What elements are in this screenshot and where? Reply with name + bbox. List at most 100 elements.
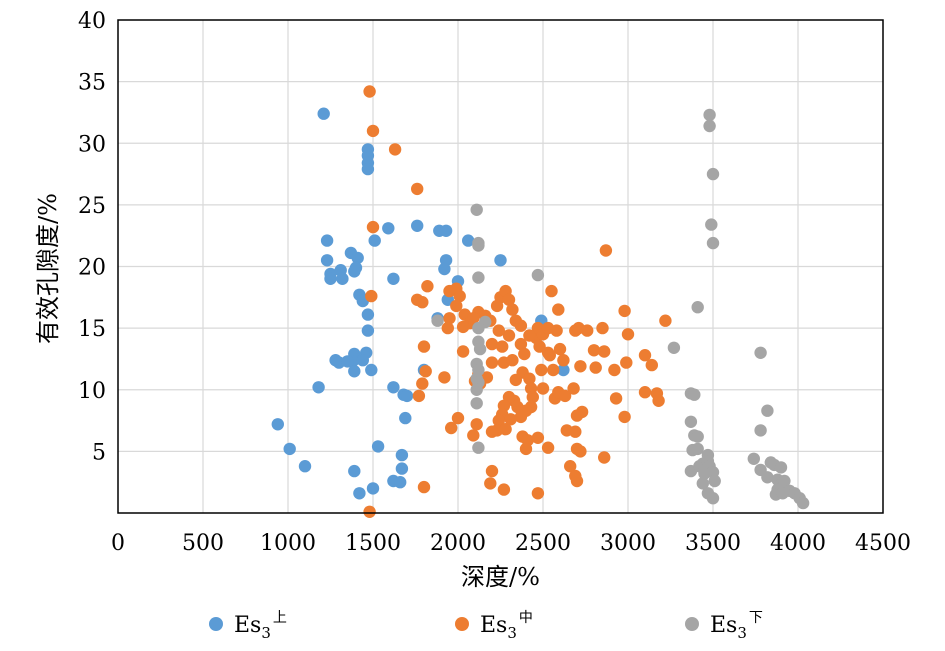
x-tick-label: 3500 bbox=[685, 531, 741, 556]
series-3 bbox=[431, 108, 810, 510]
data-point bbox=[451, 411, 465, 425]
data-point bbox=[416, 377, 429, 390]
data-point bbox=[348, 365, 361, 378]
data-point bbox=[618, 410, 631, 424]
y-tick-label: 20 bbox=[78, 256, 106, 281]
data-point bbox=[470, 418, 483, 431]
data-point bbox=[456, 320, 470, 334]
data-point bbox=[523, 372, 536, 385]
data-point bbox=[485, 356, 499, 369]
series-2 bbox=[363, 85, 672, 518]
data-point bbox=[621, 328, 635, 341]
data-point bbox=[553, 342, 567, 356]
data-point bbox=[366, 220, 380, 234]
data-point bbox=[443, 312, 456, 325]
data-point bbox=[541, 441, 555, 454]
data-point bbox=[394, 476, 407, 489]
data-point bbox=[531, 431, 545, 444]
data-point bbox=[366, 124, 380, 138]
data-point bbox=[581, 324, 594, 337]
data-point bbox=[387, 272, 400, 285]
data-point bbox=[497, 483, 511, 496]
data-point bbox=[747, 452, 760, 465]
legend-label: Es3中 bbox=[480, 610, 533, 642]
data-points bbox=[271, 85, 810, 518]
data-point bbox=[388, 143, 402, 156]
data-point bbox=[496, 340, 509, 353]
data-point bbox=[485, 464, 499, 478]
legend-marker bbox=[685, 617, 699, 631]
data-point bbox=[365, 363, 378, 377]
data-point bbox=[387, 381, 400, 394]
y-tick-label: 35 bbox=[78, 71, 106, 96]
data-point bbox=[395, 448, 409, 462]
data-point bbox=[547, 363, 560, 377]
data-point bbox=[778, 474, 791, 488]
data-point bbox=[456, 345, 470, 358]
data-point bbox=[703, 108, 716, 122]
data-point bbox=[754, 424, 767, 437]
data-point bbox=[708, 474, 721, 488]
data-point bbox=[567, 382, 580, 395]
data-point bbox=[706, 167, 720, 181]
data-point bbox=[320, 234, 334, 247]
data-point bbox=[552, 303, 565, 316]
data-point bbox=[514, 410, 528, 424]
data-point bbox=[638, 386, 652, 399]
data-point bbox=[371, 440, 385, 453]
legend-marker bbox=[455, 617, 469, 631]
x-tick-label: 4000 bbox=[770, 531, 826, 556]
data-point bbox=[492, 414, 505, 427]
data-point bbox=[317, 107, 330, 120]
data-point bbox=[441, 321, 454, 335]
data-point bbox=[438, 371, 451, 384]
data-point bbox=[467, 312, 480, 325]
data-point bbox=[535, 363, 548, 377]
y-tick-label: 25 bbox=[78, 194, 106, 219]
data-point bbox=[366, 482, 380, 495]
data-point bbox=[271, 418, 284, 431]
data-point bbox=[705, 218, 718, 231]
data-point bbox=[691, 301, 704, 314]
data-point bbox=[439, 224, 453, 237]
data-point bbox=[531, 268, 545, 282]
data-point bbox=[411, 182, 424, 196]
data-point bbox=[523, 329, 536, 342]
y-tick-label: 40 bbox=[78, 9, 106, 34]
x-tick-label: 2000 bbox=[430, 531, 486, 556]
data-point bbox=[312, 381, 325, 394]
x-tick-label: 2500 bbox=[515, 531, 571, 556]
data-point bbox=[518, 347, 531, 361]
data-point bbox=[363, 85, 376, 98]
data-point bbox=[450, 299, 463, 313]
data-point bbox=[761, 471, 774, 484]
data-point bbox=[363, 505, 376, 518]
data-point bbox=[684, 415, 698, 428]
data-point bbox=[598, 451, 611, 464]
y-tick-label: 10 bbox=[78, 379, 106, 404]
data-point bbox=[545, 284, 558, 298]
data-point bbox=[351, 251, 364, 265]
data-point bbox=[502, 293, 516, 306]
data-point bbox=[618, 304, 631, 318]
data-point bbox=[589, 361, 602, 374]
data-point bbox=[348, 464, 361, 478]
data-point bbox=[706, 492, 720, 505]
legend-item-3: Es3下 bbox=[685, 610, 763, 642]
legend: Es3上 Es3中 Es3下 bbox=[209, 610, 763, 642]
data-point bbox=[472, 271, 485, 284]
data-point bbox=[470, 203, 483, 216]
data-point bbox=[541, 321, 555, 335]
data-point bbox=[638, 349, 652, 362]
data-point bbox=[421, 280, 434, 293]
data-point bbox=[514, 337, 528, 351]
data-point bbox=[365, 289, 378, 303]
data-point bbox=[596, 321, 609, 335]
y-tick-label: 30 bbox=[78, 132, 106, 157]
x-tick-label: 0 bbox=[111, 531, 125, 556]
x-tick-label: 1500 bbox=[345, 531, 401, 556]
x-tick-label: 1000 bbox=[260, 531, 316, 556]
data-point bbox=[587, 344, 601, 357]
data-point bbox=[470, 383, 483, 396]
